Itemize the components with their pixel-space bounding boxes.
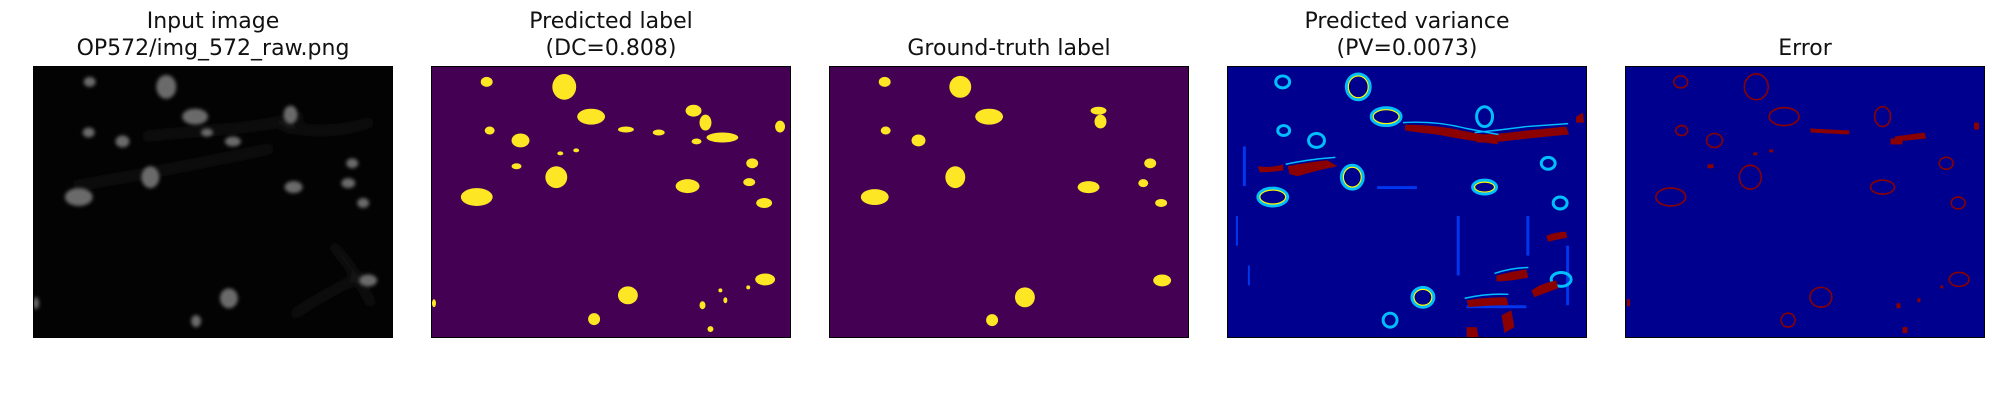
panel-title: Predicted label (DC=0.808) [401, 8, 821, 62]
panel-title: Input image OP572/img_572_raw.png [3, 8, 423, 62]
error-graphic [1626, 67, 1984, 337]
ground-truth-label-canvas [829, 66, 1189, 338]
panel-title: Error [1595, 8, 2000, 62]
panel-title-line2: Error [1778, 36, 1832, 61]
panel-title-line2: (DC=0.808) [545, 36, 677, 61]
panel-title-line1: Predicted label [529, 9, 693, 34]
panel-predicted-variance: Predicted variance (PV=0.0073) [1227, 0, 1587, 340]
input-image-graphic [34, 67, 392, 337]
predicted-variance-graphic [1228, 67, 1586, 337]
predicted-label-canvas [431, 66, 791, 338]
ground-truth-label-graphic [830, 67, 1188, 337]
error-canvas [1625, 66, 1985, 338]
panel-title-line2: (PV=0.0073) [1336, 36, 1478, 61]
panel-title-line1: Predicted variance [1304, 9, 1510, 34]
panel-title: Ground-truth label [799, 8, 1219, 62]
panel-title-line1 [799, 8, 1219, 35]
panel-title-line1 [1595, 8, 2000, 35]
panel-predicted-label: Predicted label (DC=0.808) [431, 0, 791, 340]
input-image-canvas [33, 66, 393, 338]
panel-title: Predicted variance (PV=0.0073) [1197, 8, 1617, 62]
predicted-label-graphic [432, 67, 790, 337]
panel-title-line1: Input image [146, 9, 280, 34]
panel-input-image: Input image OP572/img_572_raw.png [33, 0, 393, 340]
panel-error: Error [1625, 0, 1985, 340]
panel-title-line2: Ground-truth label [907, 36, 1111, 61]
predicted-variance-canvas [1227, 66, 1587, 338]
panel-ground-truth-label: Ground-truth label [829, 0, 1189, 340]
panel-title-line2: OP572/img_572_raw.png [76, 36, 350, 61]
